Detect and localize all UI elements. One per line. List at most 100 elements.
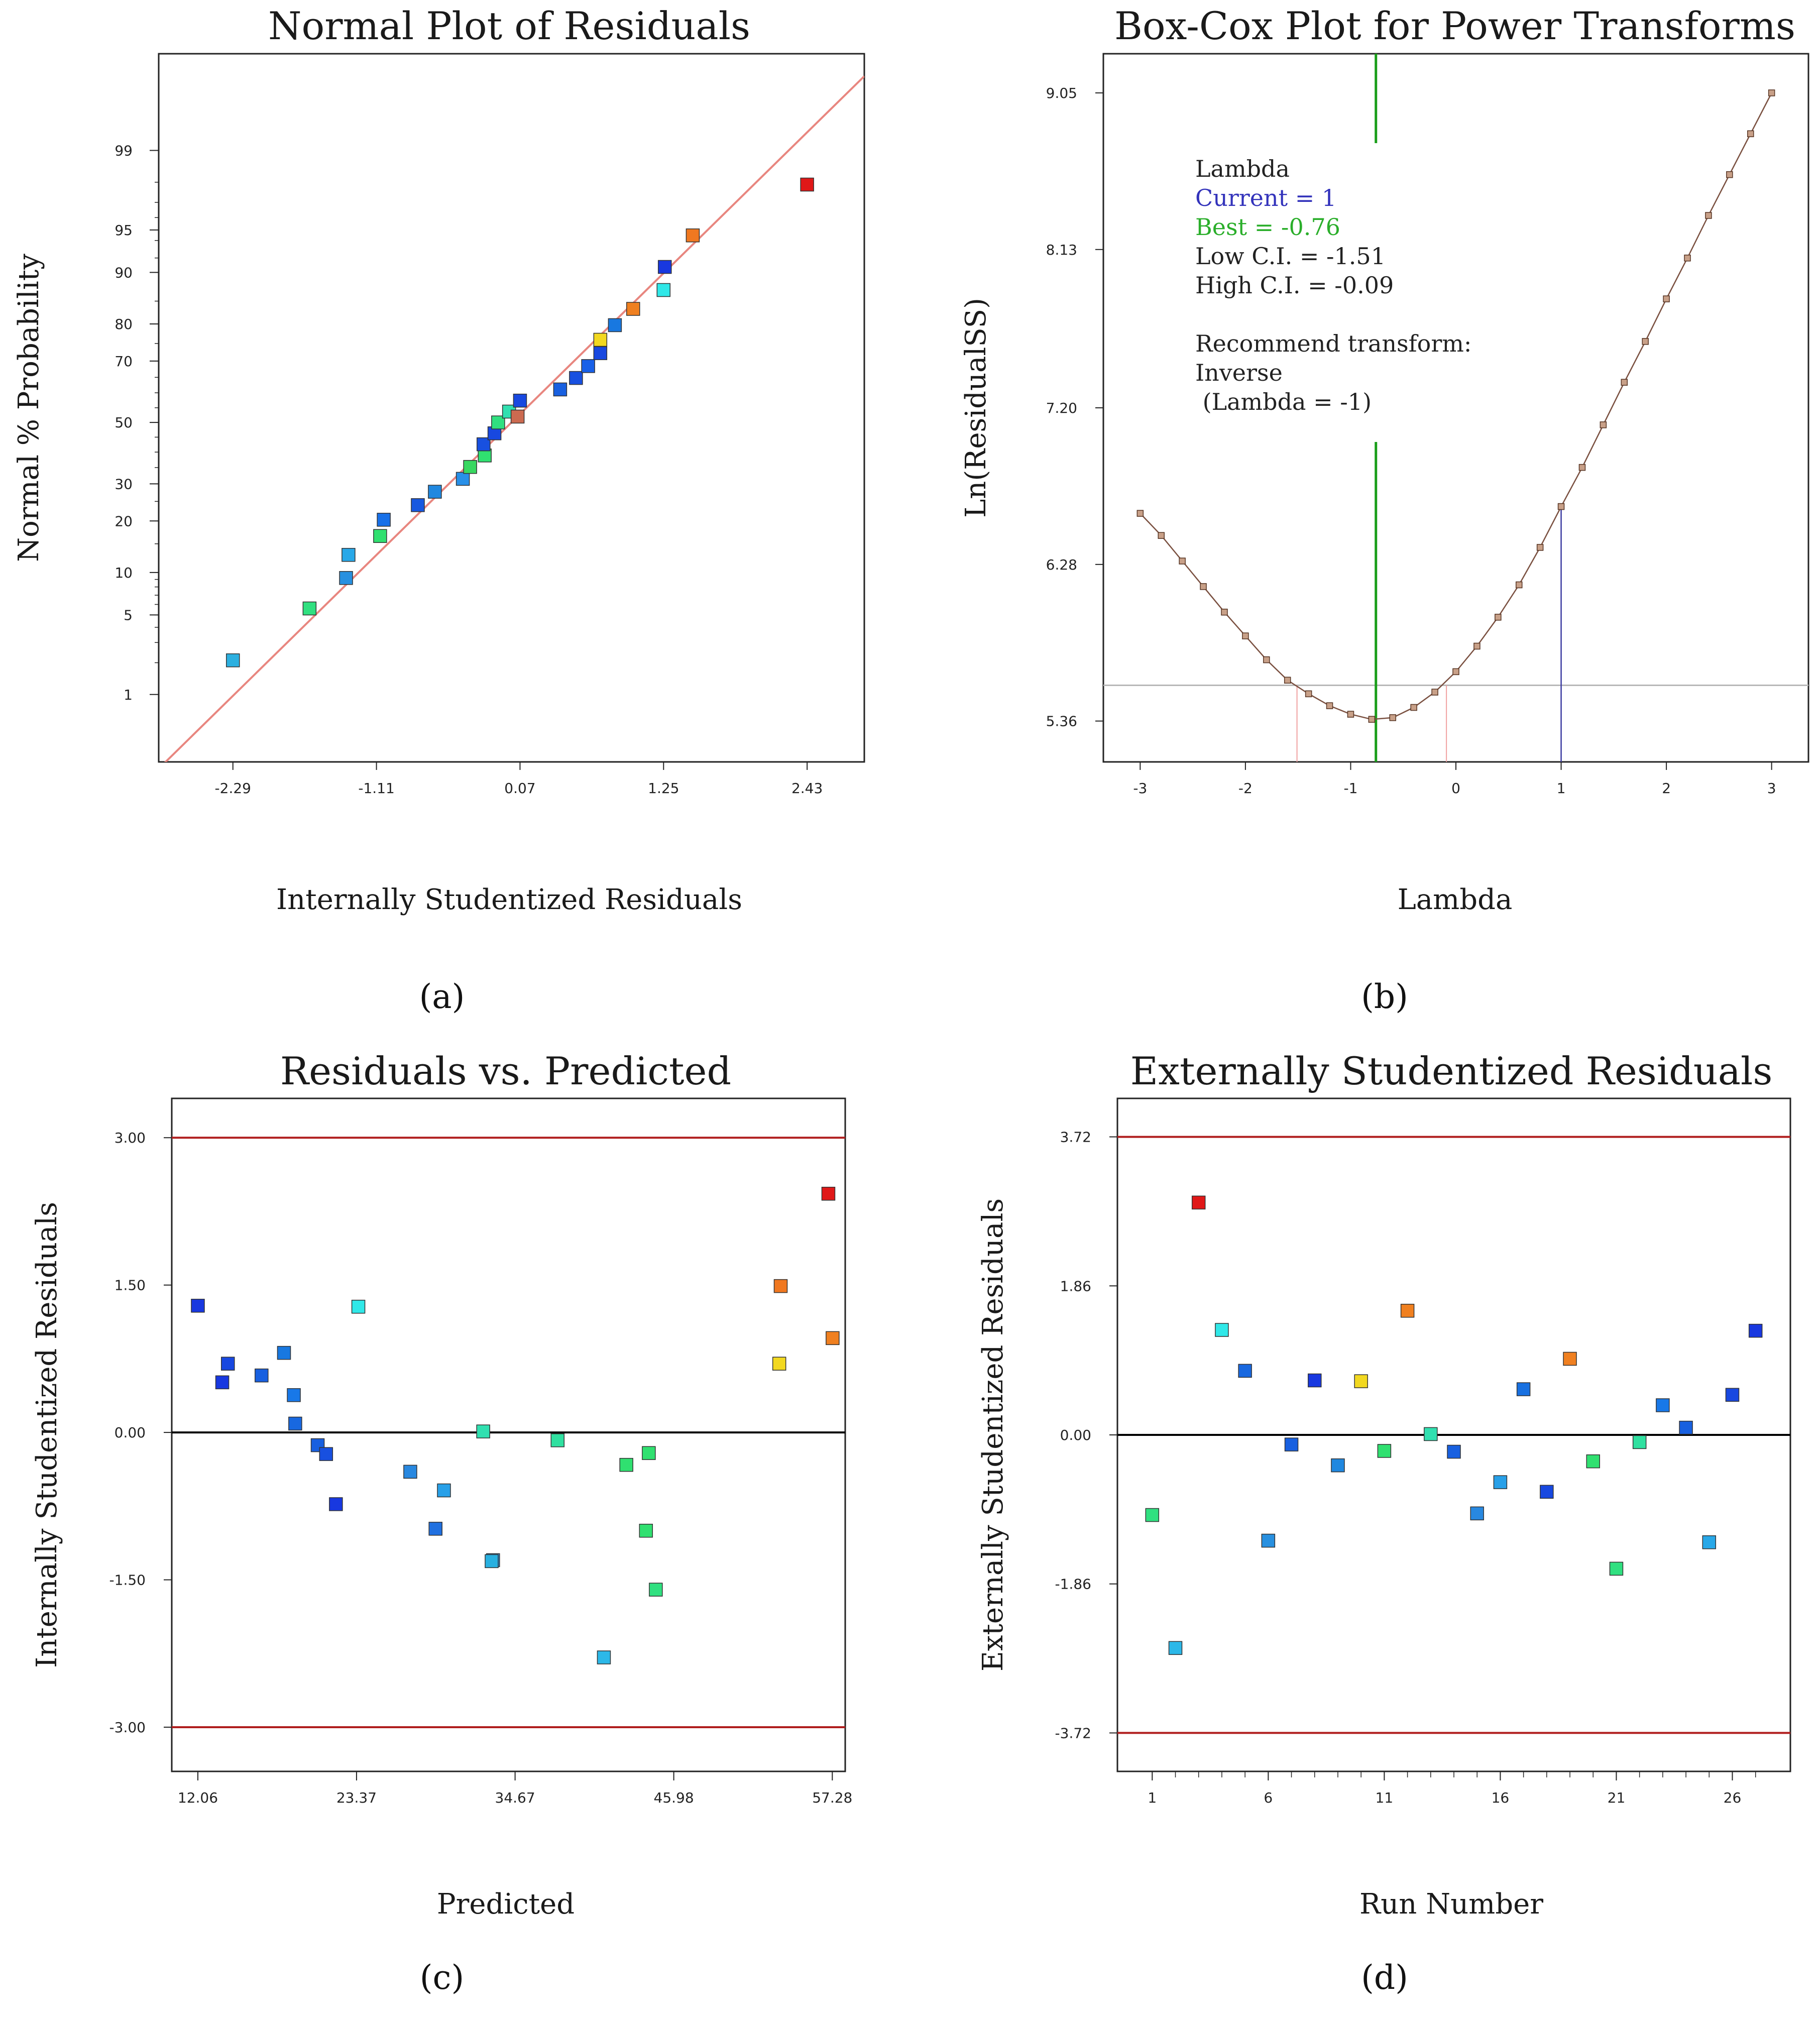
annotation-transform-lambda: (Lambda = -1) [1195, 388, 1372, 415]
curve-point [1347, 711, 1354, 718]
panel-b-y-tick-label: 5.36 [1046, 713, 1077, 730]
panel-a-x-axis-label: Internally Studentized Residuals [276, 883, 742, 916]
residual-point [639, 1523, 653, 1538]
curve-point [1431, 689, 1438, 696]
residual-point [1656, 1398, 1670, 1412]
annotation-background [1188, 143, 1480, 442]
y-tick-label: 0.00 [1060, 1427, 1091, 1443]
y-tick-label: 1.50 [115, 1277, 146, 1294]
residual-point [1424, 1427, 1438, 1441]
residual-point [277, 1345, 291, 1360]
panel-d-externally-studentized-residuals: Externally Studentized Residuals -3.72 -1… [977, 1049, 1791, 1997]
residual-point [456, 472, 470, 486]
curve-point [1705, 212, 1712, 219]
curve-point [1495, 614, 1502, 621]
residual-point [437, 1483, 451, 1498]
x-tick-label: 57.28 [812, 1789, 852, 1806]
curve-point [1663, 295, 1670, 302]
annotation-recommend: Recommend transform: [1195, 330, 1471, 357]
residual-point [597, 1650, 611, 1664]
panel-1-b-x-tick-label: 0 [1451, 780, 1460, 797]
residual-point [1586, 1454, 1600, 1469]
panel-a-y-tick-label: 99 [115, 142, 133, 159]
curve-point [1747, 130, 1754, 138]
curve-point [1557, 503, 1565, 510]
curve-point [1284, 677, 1291, 684]
residual-point [191, 1299, 205, 1313]
curve-point [1726, 171, 1733, 178]
panel-a-title: Normal Plot of Residuals [268, 4, 750, 48]
residual-point [1191, 1195, 1206, 1210]
panel-b-y-axis-label: Ln(ResidualSS) [960, 298, 992, 518]
panel-0-a-x-tick-label: -1.11 [358, 780, 394, 797]
residual-point [1725, 1388, 1740, 1402]
residual-point [1261, 1533, 1276, 1548]
curve-point [1642, 338, 1649, 345]
annotation-transform: Inverse [1195, 359, 1283, 386]
curve-point [1136, 510, 1144, 517]
annotation-low-ci: Low C.I. = -1.51 [1195, 243, 1386, 270]
residual-point [339, 571, 353, 585]
annotation-heading: Lambda [1195, 155, 1290, 182]
curve-point [1473, 642, 1481, 650]
panel-b-x-axis-label: Lambda [1398, 883, 1513, 916]
curve-point [1515, 581, 1523, 589]
residual-point [329, 1497, 343, 1511]
panel-a-y-tick-label: 20 [115, 513, 133, 529]
panel-c-x-axis-label: Predicted [437, 1888, 575, 1921]
panel-a-y-axis-label: Normal % Probability [13, 254, 45, 562]
panel-c-title: Residuals vs. Predicted [280, 1049, 731, 1093]
residual-point [302, 601, 317, 616]
residual-point [800, 177, 814, 192]
residual-point [255, 1368, 269, 1383]
curve-point [1368, 716, 1376, 723]
residual-point [1238, 1364, 1252, 1378]
residual-point [1632, 1435, 1647, 1449]
residual-point [411, 498, 425, 512]
panel-a-y-tick-label: 80 [115, 316, 133, 332]
curve-point [1263, 656, 1270, 663]
panel-d-y-axis-label: Externally Studentized Residuals [977, 1198, 1009, 1671]
residual-point [342, 548, 356, 562]
panel-0-a-x-tick-label: 1.25 [648, 780, 679, 797]
residual-point [1609, 1561, 1624, 1576]
residual-point [593, 346, 608, 360]
curve-point [1452, 668, 1459, 676]
residual-point [553, 382, 567, 397]
residual-point [485, 1554, 499, 1568]
curve-point [1200, 583, 1207, 590]
residual-point [581, 359, 595, 373]
residual-point [1447, 1444, 1461, 1459]
panel-a-y-tick-label: 70 [115, 353, 133, 370]
residual-point [1748, 1323, 1763, 1338]
residual-point [428, 485, 442, 499]
residual-point [1377, 1444, 1392, 1458]
residual-point [1145, 1508, 1160, 1522]
x-tick-label: 21 [1608, 1789, 1626, 1806]
panel-b-y-tick-label: 9.05 [1046, 85, 1077, 101]
curve-point [1158, 532, 1165, 539]
panel-b-box-cox-plot: Box-Cox Plot for Power Transforms 5.36 6.… [960, 4, 1809, 1016]
x-tick-label: 45.98 [654, 1789, 694, 1806]
panel-a-normal-plot: Normal Plot of Residuals 1 5 10 20 30 50 70 80 9… [13, 4, 865, 1016]
panel-c-y-axis-label: Internally Studentized Residuals [31, 1202, 63, 1668]
residual-point [826, 1331, 840, 1345]
panel-0-a-x-tick-label: -2.29 [215, 780, 251, 797]
x-tick-label: 1 [1148, 1789, 1157, 1806]
curve-point [1326, 702, 1333, 709]
residual-point [319, 1447, 333, 1461]
residual-point [626, 302, 640, 316]
residual-point [351, 1299, 366, 1314]
panel-1-b-x-tick-label: 2 [1662, 780, 1671, 797]
panel-c-label: (c) [420, 1958, 464, 1997]
y-tick-label: -1.50 [109, 1572, 146, 1589]
x-tick-label: 6 [1264, 1789, 1273, 1806]
panel-a-y-tick-label: 5 [124, 607, 133, 623]
residual-point [1540, 1485, 1554, 1499]
residual-point [476, 1424, 490, 1438]
panel-a-y-tick-label: 50 [115, 414, 133, 431]
residual-point [1493, 1475, 1508, 1489]
curve-point [1242, 632, 1249, 639]
curve-point [1600, 421, 1607, 428]
